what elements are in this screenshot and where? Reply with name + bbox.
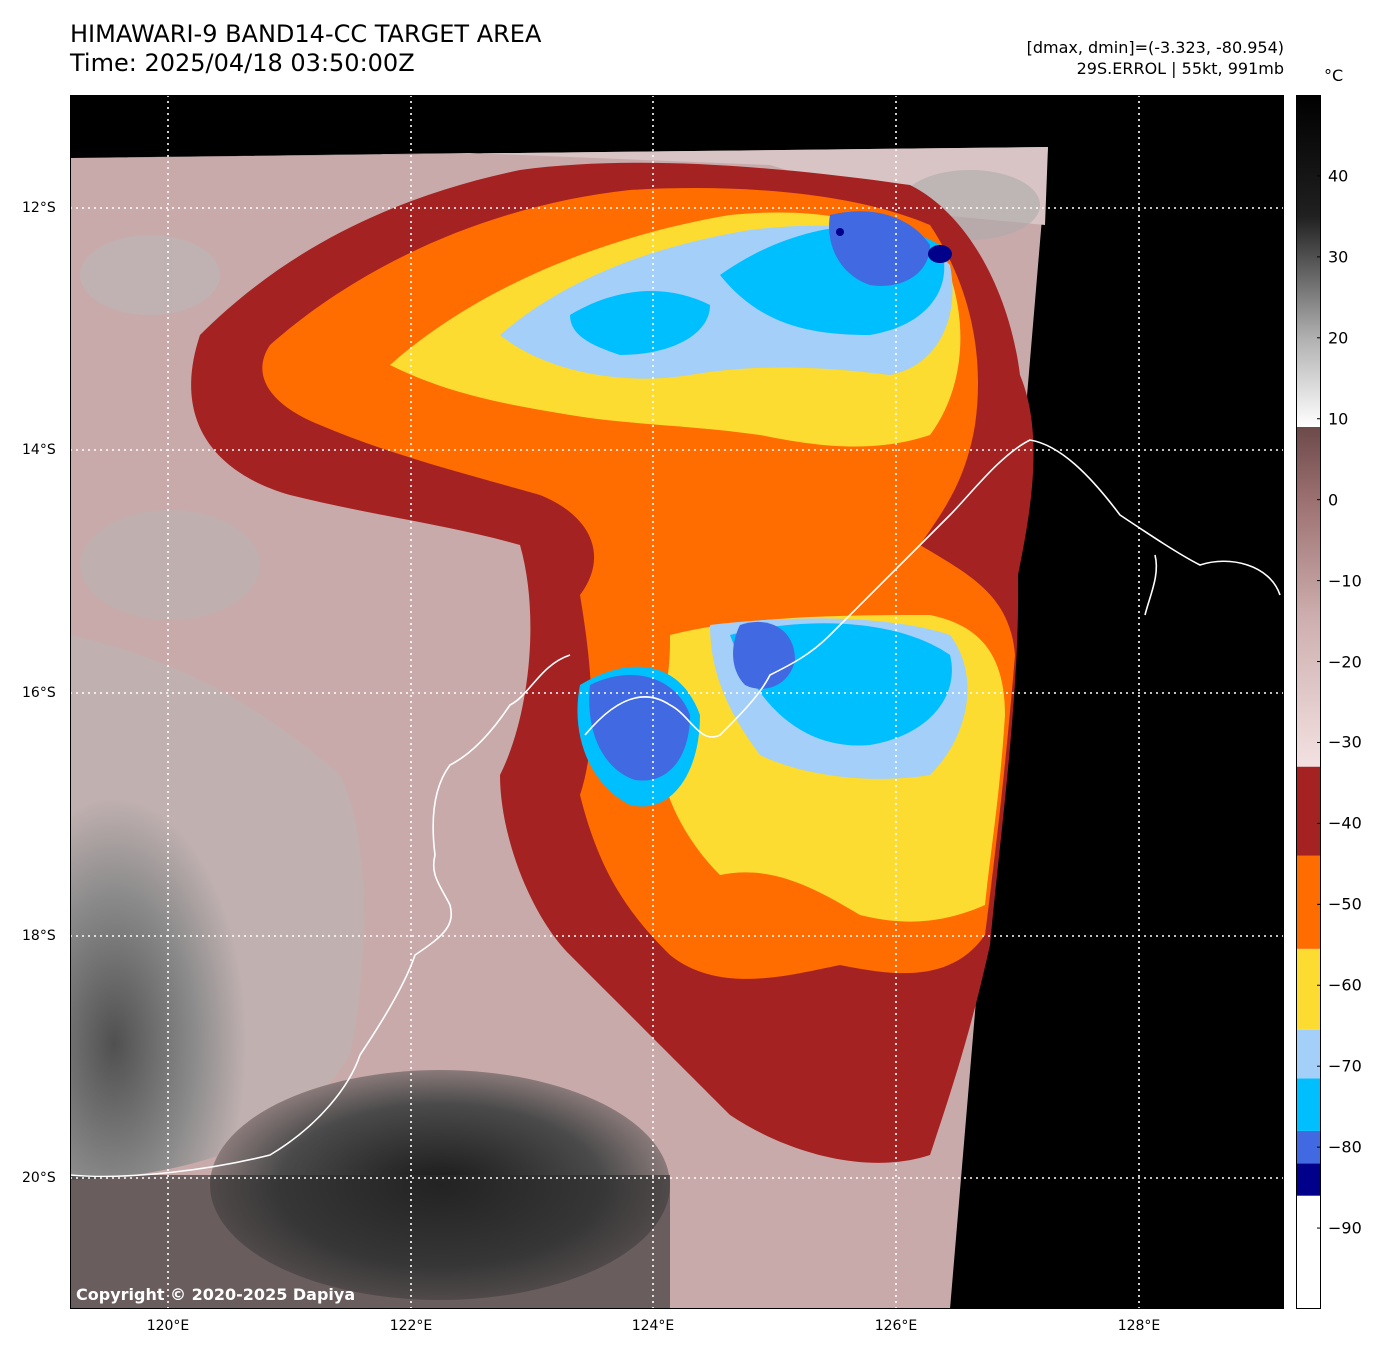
colorbar-band <box>1296 1130 1321 1164</box>
colorbar-tick-label: 30 <box>1328 247 1349 267</box>
coastline-west <box>70 654 571 1178</box>
colorbar-tick-label: −90 <box>1328 1218 1362 1238</box>
colorbar <box>1296 95 1321 1309</box>
colorbar-band <box>1296 1078 1321 1131</box>
range-text: [dmax, dmin]=(-3.323, -80.954) <box>1026 38 1284 57</box>
colorbar-tick-label: −10 <box>1328 571 1362 591</box>
lon-label-128e: 128°E <box>1117 1318 1161 1334</box>
lon-label-126e: 126°E <box>874 1318 918 1334</box>
satellite-map: Copyright © 2020-2025 Dapiya <box>70 95 1284 1309</box>
colorbar-band <box>1296 855 1321 949</box>
colorbar-unit: °C <box>1324 66 1344 85</box>
light-cloud-patch <box>80 235 220 315</box>
graticule <box>70 95 1284 1309</box>
colorbar-band <box>1296 1029 1321 1079</box>
lat-label-16s: 16°S <box>22 685 56 701</box>
chart-title: HIMAWARI-9 BAND14-CC TARGET AREA Time: 20… <box>70 20 541 78</box>
coastline <box>70 439 1281 1178</box>
colorbar-tick-label: −60 <box>1328 975 1362 995</box>
coastline-north <box>584 439 1281 738</box>
colorbar-tick-label: −40 <box>1328 813 1362 833</box>
colorbar-tick-label: 20 <box>1328 328 1349 348</box>
lon-label-122e: 122°E <box>389 1318 433 1334</box>
storm-text: 29S.ERROL | 55kt, 991mb <box>1076 59 1284 78</box>
colorbar-band <box>1296 948 1321 1030</box>
title-line-1: HIMAWARI-9 BAND14-CC TARGET AREA <box>70 20 542 48</box>
upper-warm-band <box>70 147 1048 225</box>
storm-info: [dmax, dmin]=(-3.323, -80.954) 29S.ERROL… <box>1027 37 1284 79</box>
cloud-band-minus80-centre <box>733 621 795 689</box>
colorbar-tick-label: −30 <box>1328 732 1362 752</box>
cloud-band-minus75 <box>570 291 710 355</box>
lat-label-20s: 20°S <box>22 1170 56 1186</box>
colorbar-band <box>1296 766 1321 856</box>
copyright-text: Copyright © 2020-2025 Dapiya <box>76 1285 355 1304</box>
map-frame <box>70 95 1284 1309</box>
coastline-inlet <box>1144 554 1158 616</box>
lon-label-124e: 124°E <box>631 1318 675 1334</box>
cloud-band-minus80 <box>829 211 930 286</box>
colorbar-tick-label: −50 <box>1328 894 1362 914</box>
lat-label-12s: 12°S <box>22 200 56 216</box>
lat-label-18s: 18°S <box>22 928 56 944</box>
colorbar-band <box>1296 1195 1321 1309</box>
dark-land-strip <box>70 1175 670 1309</box>
colorbar-tick-label: −80 <box>1328 1137 1362 1157</box>
colorbar-gradient <box>1296 95 1321 767</box>
colorbar-tick-label: −20 <box>1328 652 1362 672</box>
cloud-core-minus85 <box>836 228 844 236</box>
lat-label-14s: 14°S <box>22 442 56 458</box>
colorbar-frame <box>1296 95 1321 1309</box>
lon-label-120e: 120°E <box>146 1318 190 1334</box>
cloud-core-minus85 <box>928 245 952 263</box>
light-cloud-patch <box>80 510 260 620</box>
colorbar-tick-label: 0 <box>1328 490 1339 510</box>
land-surface <box>70 635 364 1180</box>
colorbar-tick-label: 10 <box>1328 409 1349 429</box>
title-line-2: Time: 2025/04/18 03:50:00Z <box>70 49 415 77</box>
colorbar-tick-label: 40 <box>1328 166 1349 186</box>
colorbar-band <box>1296 1163 1321 1196</box>
colorbar-tick-label: −70 <box>1328 1056 1362 1076</box>
cloud-shield <box>191 162 1034 1163</box>
